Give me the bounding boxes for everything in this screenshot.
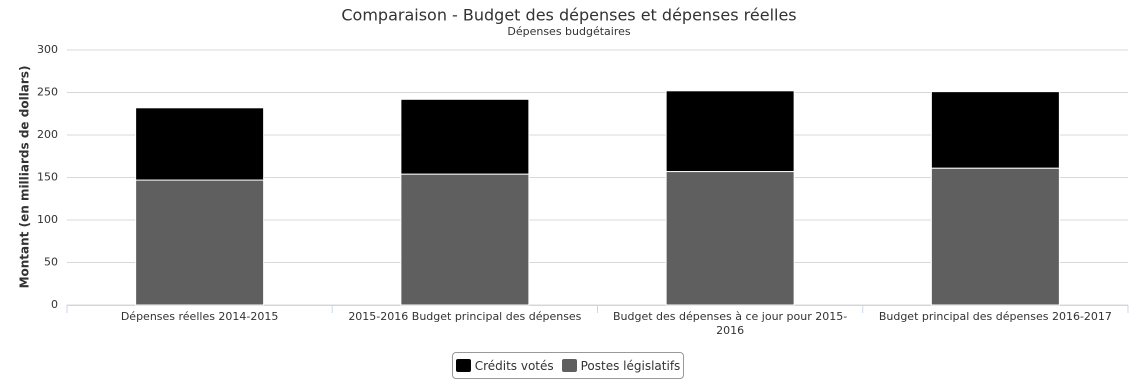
chart-title: Comparaison - Budget des dépenses et dép…: [341, 6, 796, 25]
legend-label: Crédits votés: [474, 358, 554, 373]
legend-swatch: [561, 359, 577, 372]
y-tick-label: 100: [37, 213, 58, 226]
x-tick-label: Budget des dépenses à ce jour pour 2015-…: [613, 310, 848, 337]
y-tick-label: 200: [37, 128, 58, 141]
x-tick-label: Budget principal des dépenses 2016-2017: [878, 310, 1112, 323]
bar-segment: [400, 173, 530, 306]
legend-swatch: [455, 359, 471, 372]
y-tick-label: 300: [37, 43, 58, 56]
bar-segment: [665, 171, 795, 306]
x-tick-label: 2015-2016 Budget principal des dépenses: [348, 310, 582, 323]
bar-segment: [930, 167, 1060, 306]
y-axis-label: Montant (en milliards de dollars): [18, 66, 32, 289]
y-tick-label: 50: [44, 256, 58, 269]
bar-segment: [135, 107, 265, 181]
bar-segment: [665, 90, 795, 173]
y-tick-label: 0: [51, 298, 58, 311]
y-tick-label: 250: [37, 86, 58, 99]
y-tick-label: 150: [37, 171, 58, 184]
legend-item[interactable]: Postes législatifs: [561, 358, 681, 373]
chart-subtitle: Dépenses budgétaires: [507, 25, 631, 38]
bar-segment: [400, 98, 530, 175]
x-tick-label: Dépenses réelles 2014-2015: [120, 310, 279, 323]
legend-label: Postes législatifs: [580, 358, 681, 373]
legend-item[interactable]: Crédits votés: [455, 358, 554, 373]
bar-segment: [135, 179, 265, 306]
bar-segment: [930, 91, 1060, 169]
legend: Crédits votés Postes législatifs: [452, 352, 684, 379]
